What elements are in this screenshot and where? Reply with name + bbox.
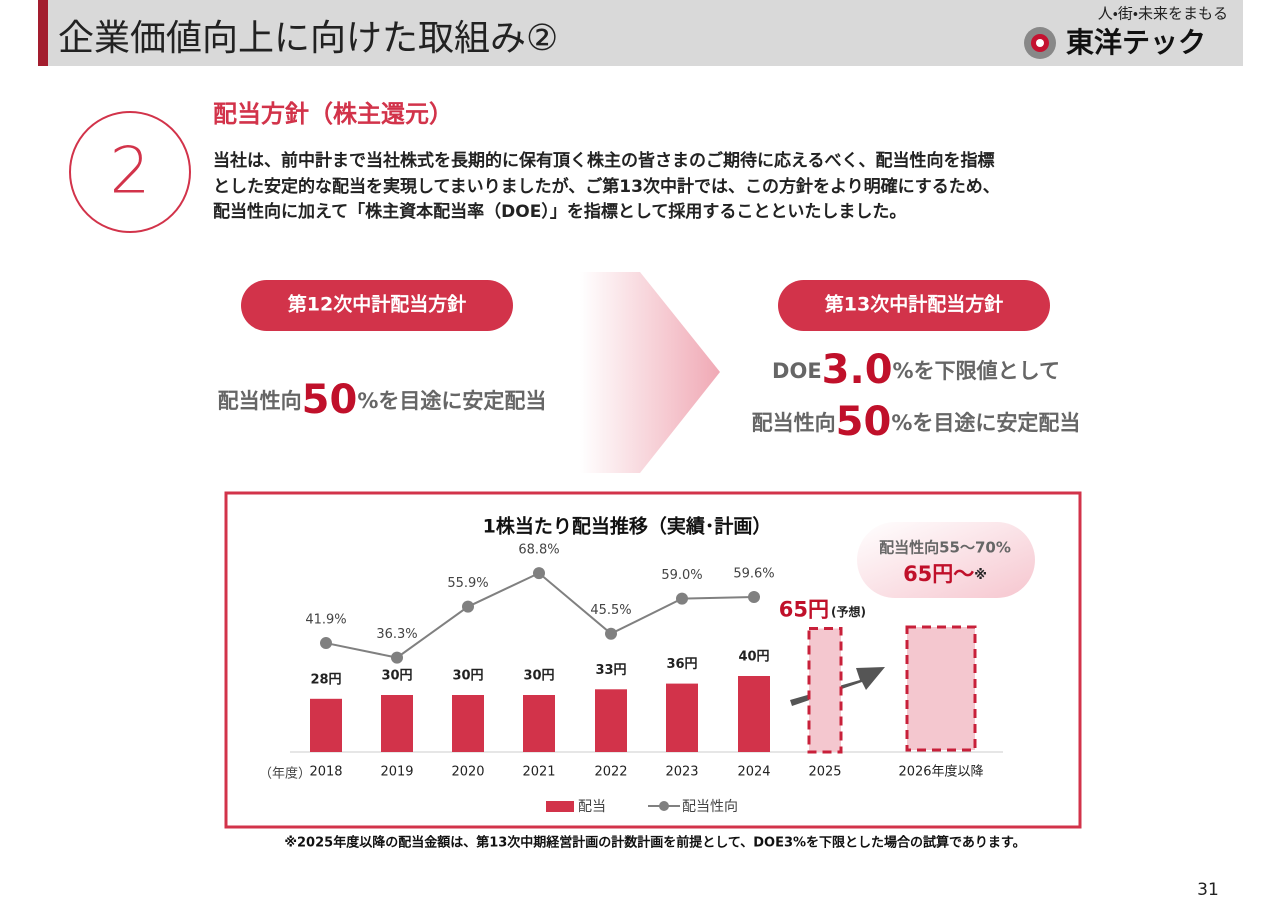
- section-heading: 配当方針（株主還元）: [213, 100, 453, 128]
- ratio-point: [391, 651, 403, 664]
- big-number: 50: [302, 377, 358, 423]
- ratio-label: 59.6%: [733, 567, 774, 582]
- chart: 2018 2019 2020 2021 2022 2023 2024 2025 2026年度以降…: [305, 543, 983, 815]
- policy-label: 第13次中計配当方針: [825, 293, 1003, 316]
- bar: [666, 683, 698, 752]
- ratio-label: 68.8%: [518, 543, 559, 558]
- bar-label: 40円: [738, 650, 769, 665]
- ratio-label: 41.9%: [305, 613, 346, 628]
- ratio-label: 36.3%: [376, 627, 417, 642]
- page-title: 企業価値向上に向けた取組み②: [58, 18, 558, 59]
- policy-statement: 配当性向50%を目途に安定配当: [218, 377, 547, 423]
- ratio-point: [605, 627, 617, 640]
- x-tick-label: 2020: [451, 765, 484, 780]
- legend-label: 配当: [578, 799, 606, 815]
- bar-label: 28円: [310, 672, 341, 687]
- text: %を目途に安定配当: [891, 411, 1080, 435]
- bar-label: 65円: [779, 598, 829, 622]
- bar: [310, 698, 342, 752]
- bar: [738, 676, 770, 752]
- x-tick-label: 2026年度以降: [898, 764, 983, 780]
- bar-label: 30円: [381, 669, 412, 684]
- legend-dot: [659, 801, 669, 811]
- bar-label: 30円: [523, 669, 554, 684]
- logo-text: 東洋テック: [1066, 26, 1206, 59]
- big-number: 3.0: [822, 347, 893, 393]
- bar: [381, 695, 413, 752]
- policy-label: 第12次中計配当方針: [288, 293, 466, 316]
- text: %を目途に安定配当: [357, 389, 546, 413]
- bar-label: 36円: [666, 657, 697, 672]
- text: 配当性向: [218, 389, 302, 413]
- bar-label: 30円: [452, 669, 483, 684]
- forecast-note: (予想): [831, 604, 866, 619]
- tagline: 人・街・未来をまもる: [1098, 5, 1228, 23]
- big-number: 50: [836, 399, 892, 445]
- ratio-point: [533, 567, 545, 580]
- policy-statement: DOE3.0%を下限値として: [772, 347, 1060, 393]
- x-tick-label: 2018: [309, 765, 342, 780]
- text: %を下限値として: [893, 359, 1060, 383]
- policy-pill: [778, 280, 1050, 331]
- logo-mark-dot: [1036, 39, 1044, 47]
- header-accent: [38, 0, 48, 66]
- ratio-point: [320, 637, 332, 650]
- text: 65円～: [903, 562, 974, 586]
- bar: [523, 695, 555, 752]
- callout-line: 65円～※: [903, 562, 987, 586]
- legend-swatch: [546, 801, 574, 812]
- page-number: 31: [1197, 880, 1219, 900]
- x-tick-label: 2022: [594, 765, 627, 780]
- x-tick-label: 2023: [665, 765, 698, 780]
- ratio-label: 55.9%: [447, 576, 488, 591]
- x-tick-label: 2024: [737, 765, 770, 780]
- x-tick-label: 2021: [522, 765, 555, 780]
- body-line: とした安定的な配当を実現してまいりましたが、ご第13次中計では、この方針をより明…: [213, 176, 1000, 197]
- legend-label: 配当性向: [682, 799, 738, 815]
- text: DOE: [772, 359, 822, 383]
- bar-label: 33円: [595, 663, 626, 678]
- bar-forecast: [807, 627, 843, 754]
- bar: [452, 695, 484, 752]
- ratio-label: 45.5%: [590, 603, 631, 618]
- x-unit: （年度）: [259, 766, 311, 782]
- bar: [595, 689, 627, 752]
- callout: [857, 522, 1035, 598]
- ratio-point: [462, 600, 474, 613]
- transition-arrow: [580, 272, 720, 473]
- policy-statement: 配当性向50%を目途に安定配当: [752, 399, 1081, 445]
- text: 配当性向: [752, 411, 836, 435]
- body-line: 配当性向に加えて「株主資本配当率（DOE）」を指標として採用することといたしまし…: [213, 201, 906, 222]
- chart-title: 1株当たり配当推移（実績･計画）: [483, 515, 772, 538]
- section-number: 2: [110, 135, 151, 209]
- section-circle: [69, 111, 191, 233]
- ratio-point: [748, 591, 760, 604]
- policy-pill: [241, 280, 513, 331]
- body-line: 当社は、前中計まで当社株式を長期的に保有頂く株主の皆さまのご期待に応えるべく、配…: [213, 150, 995, 171]
- footnote: ※2025年度以降の配当金額は、第13次中期経営計画の計数計画を前提として、DO…: [284, 835, 1025, 851]
- ratio-label: 59.0%: [661, 568, 702, 583]
- ratio-point: [676, 592, 688, 605]
- callout-line: 配当性向55～70%: [879, 539, 1011, 557]
- x-tick-label: 2019: [380, 765, 413, 780]
- x-tick-label: 2025: [808, 765, 841, 780]
- text: ※: [974, 568, 987, 583]
- future-box: [905, 625, 977, 752]
